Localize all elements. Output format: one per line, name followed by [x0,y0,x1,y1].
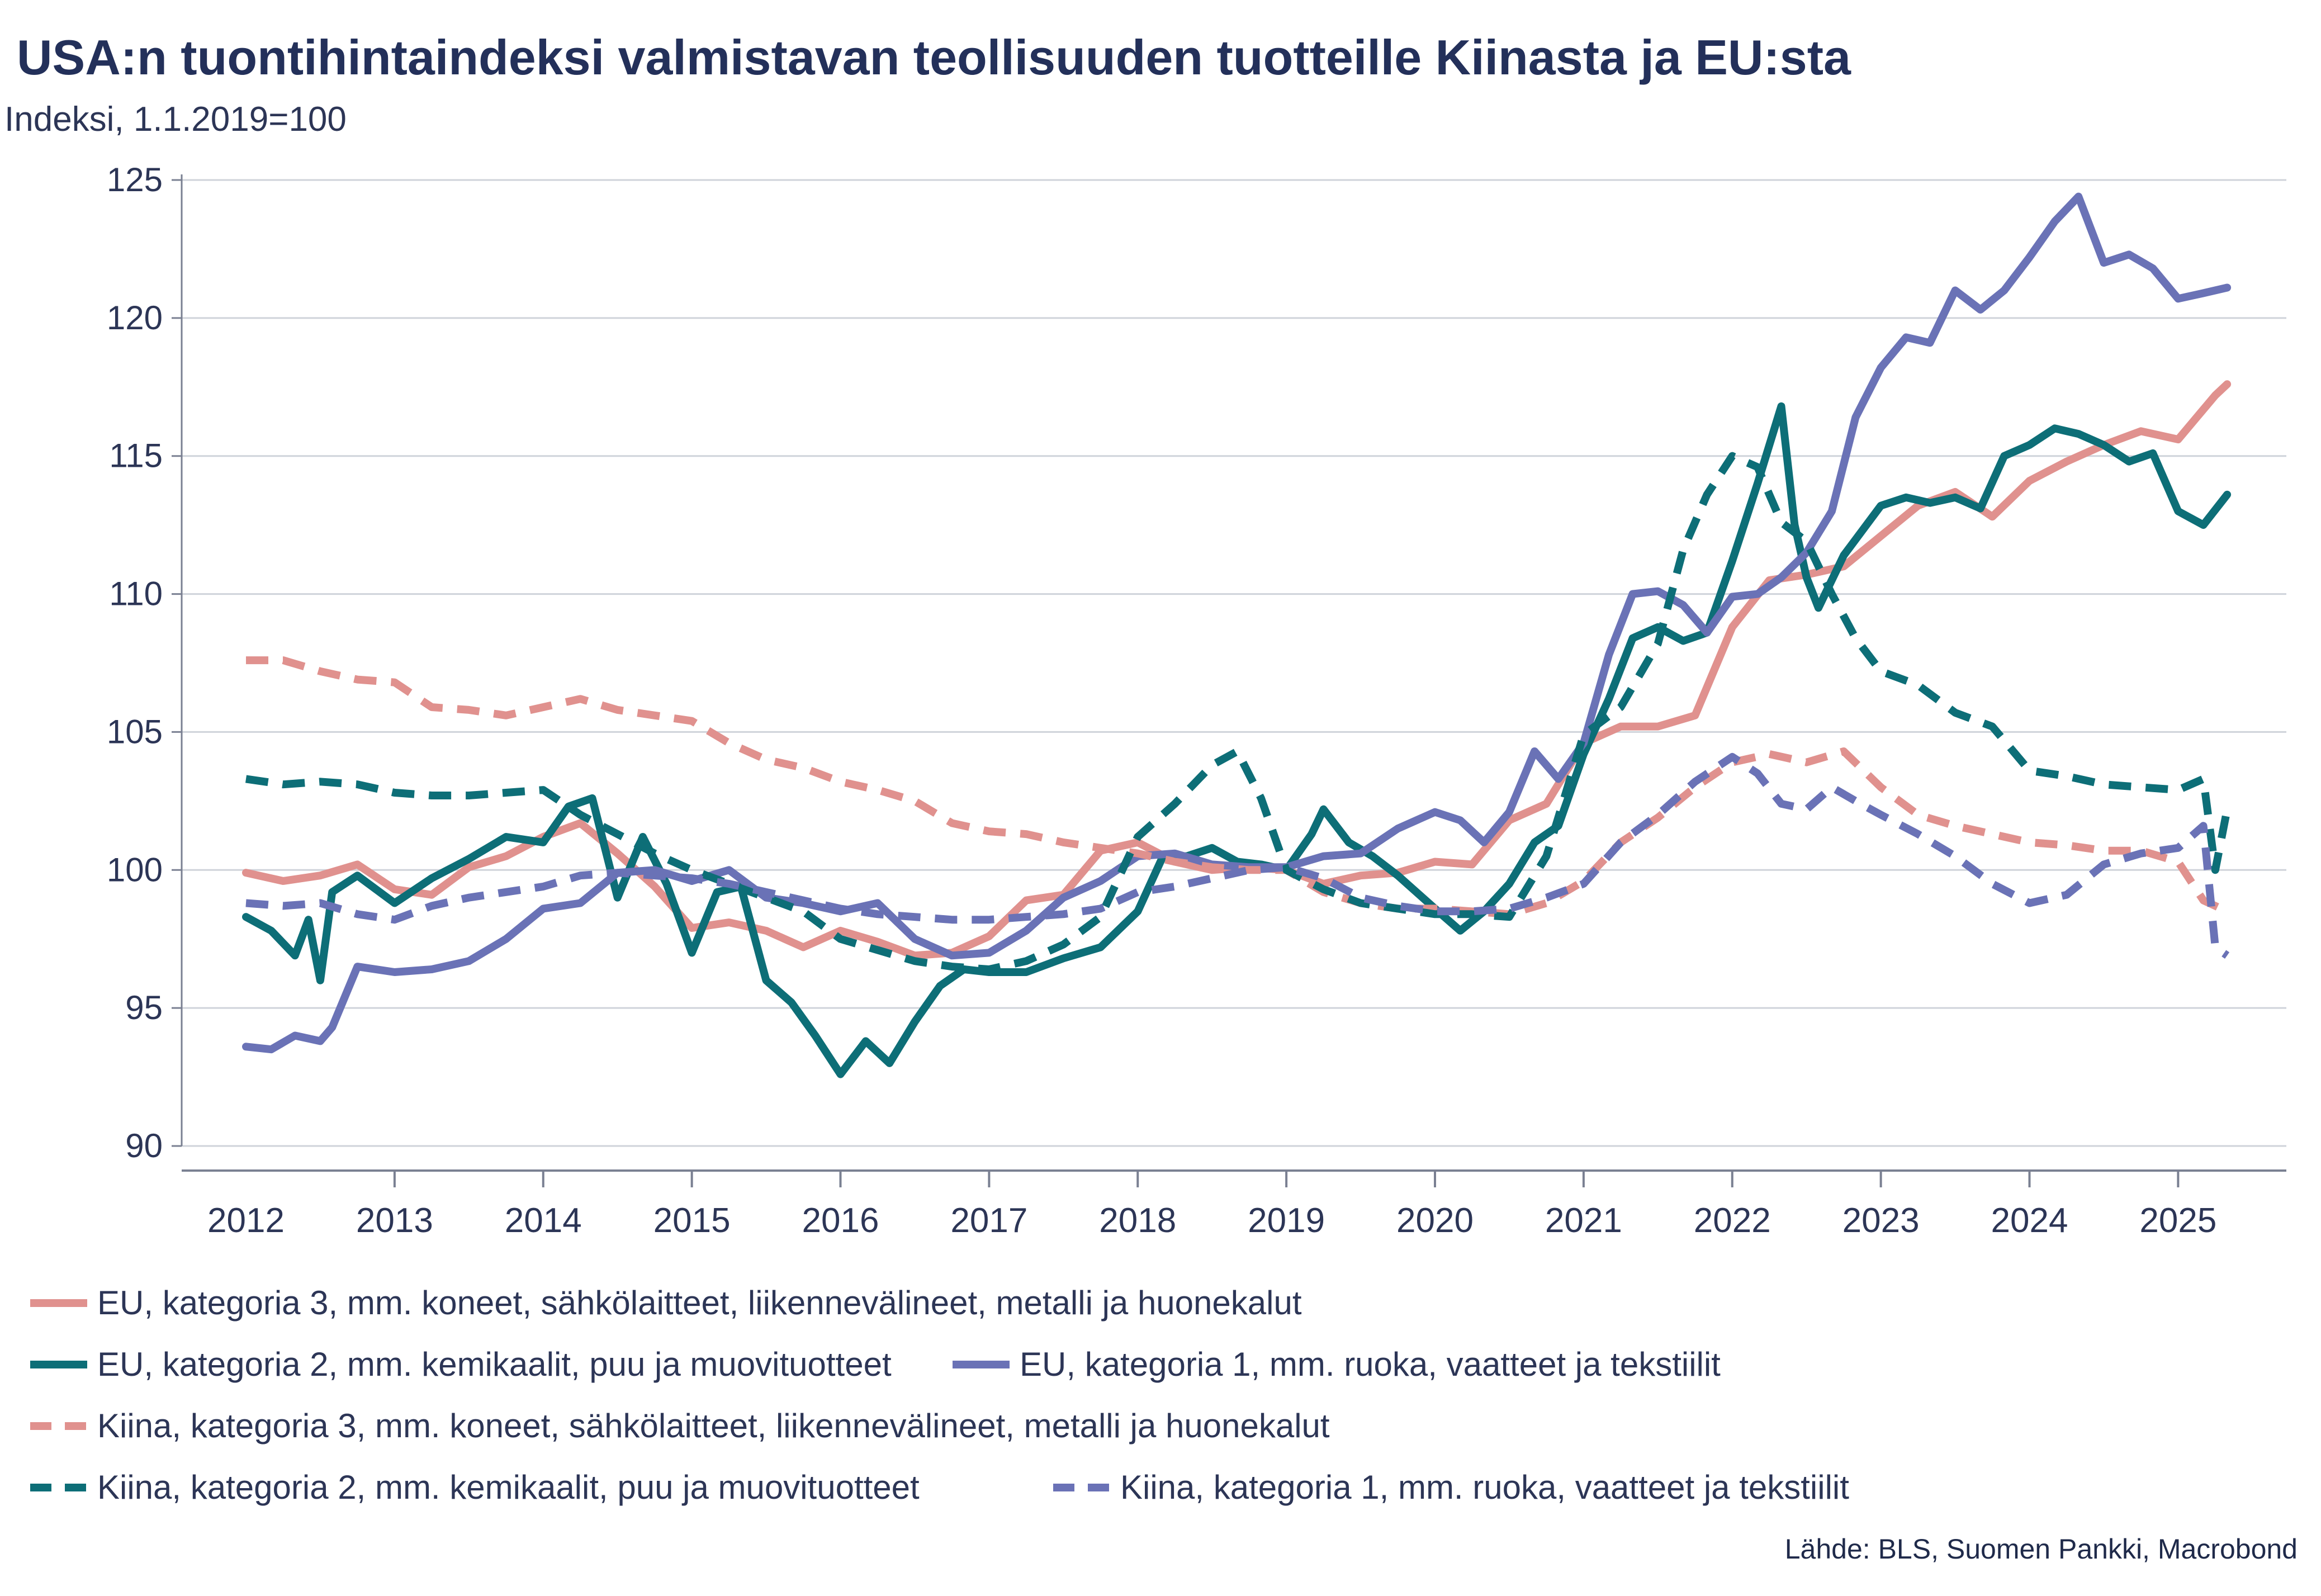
legend-label: Kiina, kategoria 2, mm. kemikaalit, puu … [97,1469,920,1506]
legend-swatch-solid-blue [953,1360,1010,1368]
y-axis-ticks: 90 95 100 105 110 115 120 125 [107,161,183,1164]
y-tick-label: 95 [125,989,163,1026]
y-tick-label: 125 [107,161,163,198]
legend-eu-cat1: EU, kategoria 1, mm. ruoka, vaatteet ja … [950,1345,1721,1384]
x-tick-label: 2023 [1842,1201,1920,1240]
series-line-4 [246,656,2229,918]
x-tick-label: 2022 [1694,1201,1771,1240]
legend-swatch-dashed-pink [30,1422,87,1430]
series-line-3 [242,192,2232,1054]
series-lines [242,192,2232,1078]
y-axis-unit-label: Indeksi, 1.1.2019=100 [4,100,347,139]
series-line-6 [245,752,2230,959]
series-line-5 [245,452,2231,973]
legend-label: EU, kategoria 3, mm. koneet, sähkölaitte… [97,1284,1302,1322]
x-tick-label: 2015 [653,1201,731,1240]
x-tick-label: 2013 [356,1201,433,1240]
x-tick-label: 2020 [1396,1201,1474,1240]
x-tick-label: 2024 [1991,1201,2068,1240]
y-tick-label: 100 [107,851,163,888]
legend-label: Kiina, kategoria 3, mm. koneet, sähkölai… [97,1407,1330,1445]
chart-title: USA:n tuontihintaindeksi valmistavan teo… [17,30,1851,85]
gridlines [182,179,2286,1147]
legend-label: Kiina, kategoria 1, mm. ruoka, vaatteet … [1120,1469,1849,1506]
legend-eu-cat2: EU, kategoria 2, mm. kemikaalit, puu ja … [28,1345,892,1384]
series-line-2 [242,402,2232,1078]
legend-swatch-solid-teal [30,1360,87,1368]
x-axis: 2012 2013 2014 2015 2016 2017 2018 2019 2020 2021… [182,1169,2286,1240]
y-tick-label: 105 [107,713,163,750]
y-tick-label: 120 [107,299,163,337]
legend-china-cat3: Kiina, kategoria 3, mm. koneet, sähkölai… [28,1406,1330,1445]
legend-swatch-solid-pink [30,1299,87,1307]
source-note: Lähde: BLS, Suomen Pankki, Macrobond [1784,1533,2298,1565]
x-tick-label: 2018 [1099,1201,1176,1240]
x-tick-label: 2017 [950,1201,1027,1240]
x-tick-label: 2025 [2139,1201,2216,1240]
legend-china-cat2: Kiina, kategoria 2, mm. kemikaalit, puu … [28,1468,920,1507]
x-tick-label: 2019 [1248,1201,1325,1240]
y-tick-label: 110 [109,575,163,613]
legend-swatch-dashed-blue [1053,1483,1110,1491]
legend-china-cat1: Kiina, kategoria 1, mm. ruoka, vaatteet … [1051,1468,1849,1507]
legend-swatch-dashed-teal [30,1483,87,1491]
x-tick-label: 2014 [505,1201,582,1240]
y-tick-label: 115 [109,437,163,475]
x-tick-label: 2016 [802,1201,879,1240]
legend-label: EU, kategoria 1, mm. ruoka, vaatteet ja … [1020,1346,1721,1383]
x-tick-label: 2012 [207,1201,285,1240]
x-tick-label: 2021 [1545,1201,1622,1240]
y-tick-label: 90 [125,1127,163,1164]
legend-label: EU, kategoria 2, mm. kemikaalit, puu ja … [97,1346,892,1383]
legend-eu-cat3: EU, kategoria 3, mm. koneet, sähkölaitte… [28,1284,1302,1322]
